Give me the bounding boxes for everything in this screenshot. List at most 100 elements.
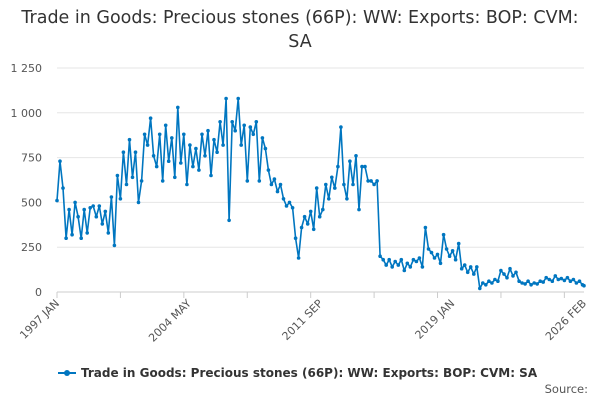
data-point[interactable] bbox=[233, 128, 237, 133]
data-point[interactable] bbox=[55, 198, 59, 203]
data-point[interactable] bbox=[514, 270, 518, 275]
data-point[interactable] bbox=[550, 279, 555, 284]
data-point[interactable] bbox=[354, 154, 358, 158]
data-point[interactable] bbox=[61, 186, 65, 190]
data-point[interactable] bbox=[411, 257, 416, 262]
data-point[interactable] bbox=[266, 168, 271, 172]
data-point[interactable] bbox=[574, 281, 579, 285]
data-point[interactable] bbox=[173, 175, 177, 180]
data-point[interactable] bbox=[182, 132, 186, 137]
data-point[interactable] bbox=[227, 218, 231, 223]
data-point[interactable] bbox=[145, 143, 150, 147]
data-point[interactable] bbox=[535, 282, 539, 286]
data-point[interactable] bbox=[339, 125, 343, 129]
data-point[interactable] bbox=[67, 207, 71, 212]
data-point[interactable] bbox=[142, 132, 147, 137]
data-point[interactable] bbox=[191, 164, 195, 169]
data-point[interactable] bbox=[582, 283, 586, 288]
data-point[interactable] bbox=[230, 120, 234, 124]
data-point[interactable] bbox=[136, 200, 141, 205]
data-point[interactable] bbox=[351, 182, 355, 187]
data-point[interactable] bbox=[577, 279, 582, 284]
data-point[interactable] bbox=[82, 207, 86, 212]
data-point[interactable] bbox=[481, 281, 485, 285]
data-point[interactable] bbox=[336, 164, 340, 169]
data-point[interactable] bbox=[154, 164, 159, 169]
data-point[interactable] bbox=[163, 123, 168, 128]
data-point[interactable] bbox=[79, 236, 83, 240]
data-point[interactable] bbox=[444, 247, 449, 251]
data-point[interactable] bbox=[275, 189, 280, 194]
data-point[interactable] bbox=[462, 263, 467, 267]
data-point[interactable] bbox=[447, 254, 452, 258]
data-point[interactable] bbox=[496, 279, 500, 284]
data-point[interactable] bbox=[366, 179, 370, 183]
data-point[interactable] bbox=[290, 206, 295, 210]
data-point[interactable] bbox=[260, 136, 265, 140]
data-point[interactable] bbox=[284, 204, 289, 208]
data-point[interactable] bbox=[393, 259, 398, 264]
data-point[interactable] bbox=[124, 182, 129, 187]
data-point[interactable] bbox=[139, 179, 144, 183]
data-point[interactable] bbox=[299, 225, 304, 230]
data-point[interactable] bbox=[133, 150, 138, 154]
data-point[interactable] bbox=[269, 182, 274, 187]
data-point[interactable] bbox=[547, 277, 552, 282]
data-point[interactable] bbox=[257, 179, 262, 183]
data-point[interactable] bbox=[88, 206, 92, 210]
data-point[interactable] bbox=[387, 257, 392, 262]
data-point[interactable] bbox=[465, 270, 470, 275]
data-point[interactable] bbox=[484, 283, 488, 287]
data-point[interactable] bbox=[118, 197, 123, 201]
data-point[interactable] bbox=[330, 175, 334, 180]
data-point[interactable] bbox=[221, 143, 225, 147]
data-point[interactable] bbox=[308, 209, 313, 214]
data-point[interactable] bbox=[342, 182, 346, 187]
data-point[interactable] bbox=[317, 214, 322, 219]
data-point[interactable] bbox=[565, 275, 570, 280]
data-point[interactable] bbox=[502, 272, 506, 276]
data-point[interactable] bbox=[505, 275, 509, 280]
data-point[interactable] bbox=[450, 249, 455, 253]
data-point[interactable] bbox=[372, 182, 376, 187]
data-point[interactable] bbox=[553, 274, 558, 278]
data-point[interactable] bbox=[212, 137, 216, 142]
data-point[interactable] bbox=[526, 279, 530, 284]
data-point[interactable] bbox=[493, 277, 497, 282]
data-point[interactable] bbox=[305, 222, 310, 226]
data-point[interactable] bbox=[218, 120, 222, 124]
data-point[interactable] bbox=[206, 128, 210, 133]
data-point[interactable] bbox=[115, 173, 120, 178]
data-point[interactable] bbox=[399, 257, 404, 262]
data-point[interactable] bbox=[468, 265, 473, 269]
data-point[interactable] bbox=[179, 161, 183, 165]
data-point[interactable] bbox=[517, 279, 521, 284]
data-point[interactable] bbox=[236, 96, 240, 101]
data-point[interactable] bbox=[70, 232, 74, 237]
data-point[interactable] bbox=[523, 282, 527, 286]
data-point[interactable] bbox=[378, 254, 382, 258]
data-point[interactable] bbox=[245, 179, 250, 183]
data-point[interactable] bbox=[405, 261, 410, 266]
data-point[interactable] bbox=[432, 256, 437, 260]
data-point[interactable] bbox=[472, 272, 476, 276]
data-point[interactable] bbox=[58, 159, 62, 163]
data-point[interactable] bbox=[327, 197, 331, 201]
data-point[interactable] bbox=[435, 252, 440, 257]
data-point[interactable] bbox=[224, 96, 228, 101]
data-point[interactable] bbox=[369, 179, 373, 183]
data-point[interactable] bbox=[112, 243, 117, 248]
data-point[interactable] bbox=[453, 257, 458, 262]
data-point[interactable] bbox=[215, 150, 219, 154]
data-point[interactable] bbox=[311, 227, 316, 232]
data-point[interactable] bbox=[438, 261, 443, 266]
data-point[interactable] bbox=[314, 186, 319, 190]
data-point[interactable] bbox=[203, 154, 207, 158]
data-point[interactable] bbox=[357, 207, 361, 212]
data-point[interactable] bbox=[160, 179, 165, 183]
data-point[interactable] bbox=[324, 182, 328, 187]
data-point[interactable] bbox=[103, 209, 108, 214]
data-point[interactable] bbox=[185, 182, 189, 187]
data-point[interactable] bbox=[478, 286, 482, 291]
data-point[interactable] bbox=[348, 159, 352, 163]
